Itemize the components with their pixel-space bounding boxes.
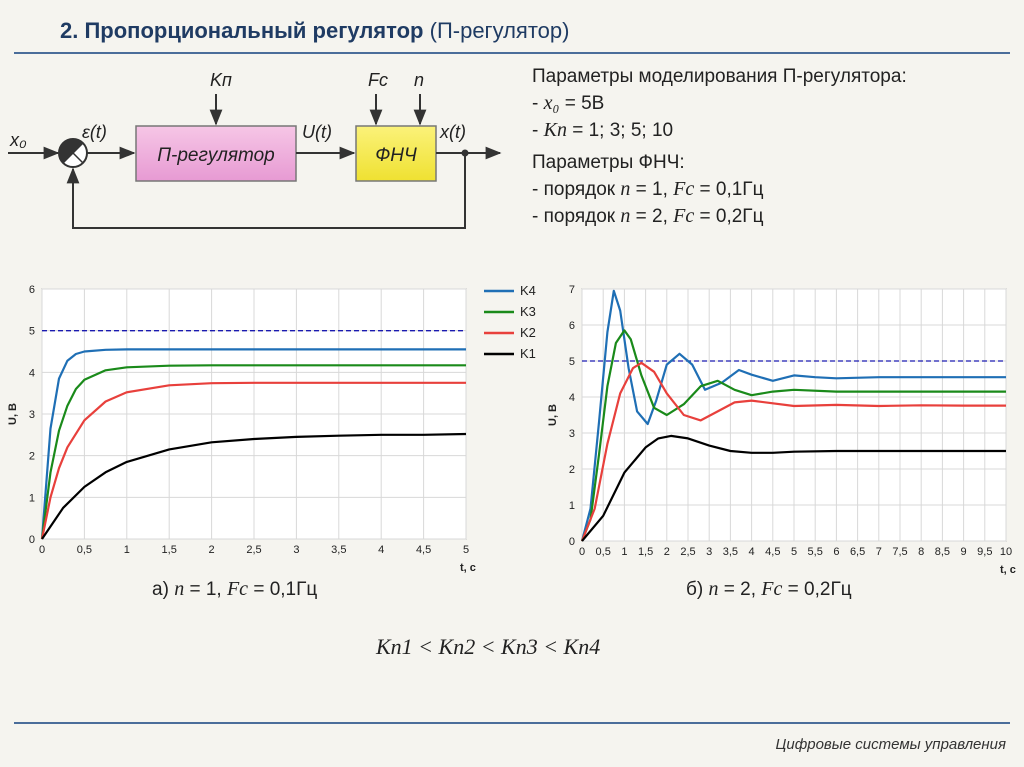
param-order2: - порядок n = 2, Fc = 0,2Гц (532, 205, 764, 227)
header-divider (14, 52, 1010, 54)
param-k: - Kп = 1; 3; 5; 10 (532, 119, 674, 141)
x-tick-label: 0 (579, 546, 585, 558)
x-axis-label: t, c (1000, 564, 1016, 576)
x-tick-label: 2 (209, 544, 215, 556)
series-line-k2 (580, 361, 1006, 542)
control-label: U(t) (302, 122, 332, 142)
chart-a: 0 0,5 1 1,5 2 2,5 3 3,5 4 4,5 5 0 1 2 3 4 5 6 t, c U, В K4 K3… (7, 283, 536, 574)
y-tick-label: 4 (569, 392, 575, 404)
x-tick-label: 0,5 (77, 544, 92, 556)
x-tick-label: 1,5 (638, 546, 653, 558)
filter-label: ФНЧ (375, 145, 417, 166)
x-tick-label: 5 (791, 546, 797, 558)
series-line-k3 (40, 364, 466, 540)
output-label: x(t) (439, 122, 466, 142)
gain-label: Kп (210, 70, 232, 90)
y-tick-label: 0 (29, 534, 35, 546)
chart-b: 0 0,5 1 1,5 2 2,5 3 3,5 4 4,5 5 5,5 6 6,5 7 7,5 8 8,5 9 9,5… (547, 284, 1016, 576)
y-tick-label: 1 (29, 492, 35, 504)
parameters-panel: Параметры моделирования П-регулятора: - … (532, 64, 907, 230)
x-tick-label: 9 (961, 546, 967, 558)
y-tick-label: 6 (29, 284, 35, 296)
x-tick-label: 3,5 (723, 546, 738, 558)
caption-a: а) n = 1, Fc = 0,1Гц (152, 578, 318, 600)
x-tick-label: 7 (876, 546, 882, 558)
series-line-k2 (40, 381, 466, 540)
controller-label: П-регулятор (157, 145, 275, 166)
x-tick-label: 4 (378, 544, 384, 556)
series-line-k3 (580, 329, 1006, 542)
x-tick-label: 3 (706, 546, 712, 558)
param-x0: - x₀ = 5В (532, 92, 605, 114)
y-tick-label: 5 (569, 356, 575, 368)
params-heading-controller: Параметры моделирования П-регулятора: (532, 66, 907, 87)
x-tick-label: 0,5 (596, 546, 611, 558)
x-tick-label: 3 (293, 544, 299, 556)
series-line-k1 (581, 434, 1006, 542)
legend-label-k3: K3 (520, 304, 536, 319)
y-tick-label: 3 (569, 428, 575, 440)
x-tick-label: 2 (664, 546, 670, 558)
x-tick-label: 6,5 (850, 546, 865, 558)
y-tick-label: 4 (29, 367, 35, 379)
x-tick-label: 5,5 (808, 546, 823, 558)
gain-inequality: Kп1 < Kп2 < Kп3 < Kп4 (376, 634, 601, 659)
x-tick-label: 2,5 (246, 544, 261, 556)
params-heading-filter: Параметры ФНЧ: (532, 152, 685, 173)
x-tick-label: 7,5 (892, 546, 907, 558)
x-tick-label: 9,5 (977, 546, 992, 558)
x-tick-label: 1 (621, 546, 627, 558)
x-tick-label: 8 (918, 546, 924, 558)
feedback-path (66, 153, 466, 229)
summing-junction (58, 138, 88, 168)
caption-b: б) n = 2, Fc = 0,2Гц (686, 578, 852, 600)
footer-divider (14, 722, 1010, 724)
footer-text: Цифровые системы управления (775, 736, 1006, 753)
y-tick-label: 7 (569, 284, 575, 296)
x-tick-label: 4,5 (765, 546, 780, 558)
page-title: 2. Пропорциональный регулятор (П-регулят… (60, 18, 570, 43)
x-tick-label: 4 (749, 546, 755, 558)
filter-block (355, 125, 437, 182)
y-tick-label: 0 (569, 536, 575, 548)
series-line-k1 (41, 432, 467, 540)
controller-block (135, 125, 297, 182)
x-tick-label: 0 (39, 544, 45, 556)
y-tick-label: 2 (569, 464, 575, 476)
x-tick-label: 8,5 (935, 546, 950, 558)
x-tick-label: 3,5 (331, 544, 346, 556)
y-tick-label: 6 (569, 320, 575, 332)
order-label: n (414, 70, 424, 90)
x-tick-label: 5 (463, 544, 469, 556)
x-tick-label: 2,5 (680, 546, 695, 558)
series-line-k4 (40, 348, 466, 540)
x-tick-label: 10 (1000, 546, 1012, 558)
x-tick-label: 1 (124, 544, 130, 556)
y-tick-label: 3 (29, 409, 35, 421)
series-line-k4 (580, 289, 1006, 542)
y-tick-label: 2 (29, 451, 35, 463)
x-tick-label: 1,5 (162, 544, 177, 556)
block-diagram: x₀ ε(t) П-регулятор Kп U(t) ФНЧ Fc n x(t… (8, 70, 502, 229)
x-tick-label: 6 (833, 546, 839, 558)
fc-label: Fc (368, 70, 388, 90)
y-axis-label: U, В (7, 403, 19, 425)
y-tick-label: 1 (569, 500, 575, 512)
x-tick-label: 4,5 (416, 544, 431, 556)
param-order1: - порядок n = 1, Fc = 0,1Гц (532, 178, 764, 200)
legend-label-k1: K1 (520, 346, 536, 361)
legend-label-k4: K4 (520, 283, 536, 298)
y-axis-label: U, В (547, 404, 559, 426)
y-tick-label: 5 (29, 326, 35, 338)
x-axis-label: t, c (460, 562, 476, 574)
legend-label-k2: K2 (520, 325, 536, 340)
error-label: ε(t) (82, 122, 107, 142)
input-label: x₀ (9, 130, 27, 150)
